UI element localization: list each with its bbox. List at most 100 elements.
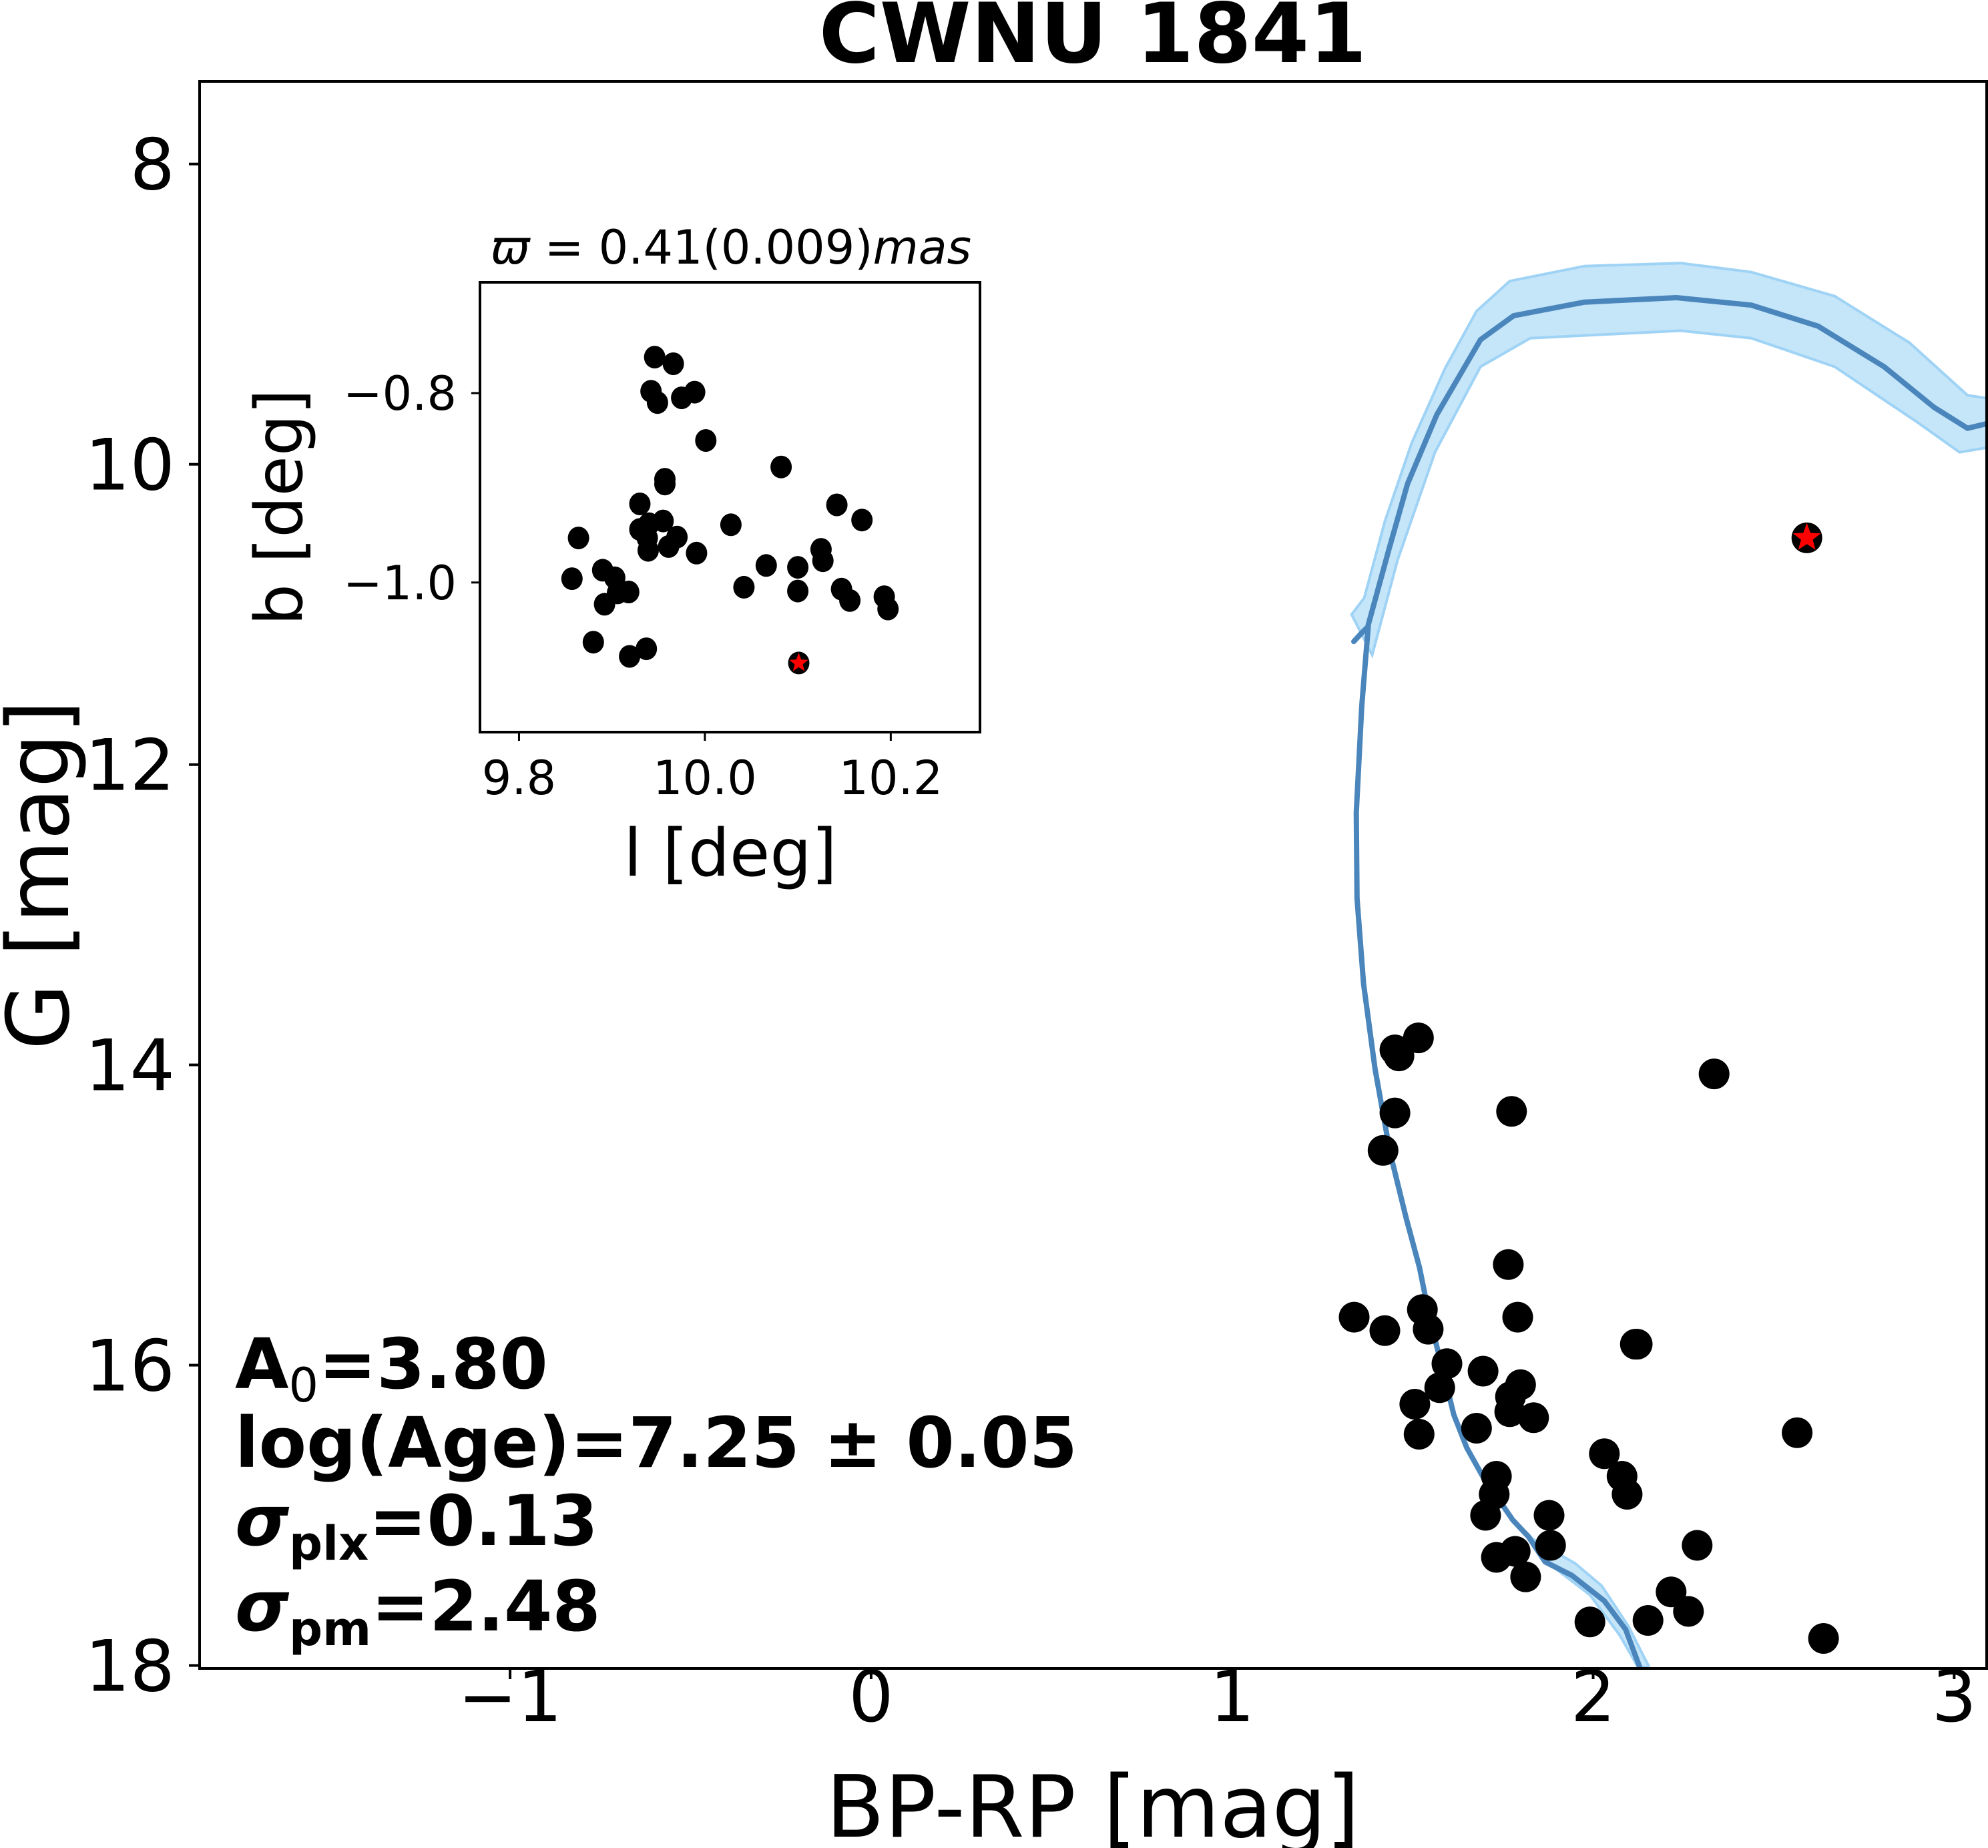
inset-point [567, 527, 589, 550]
inset-point [636, 637, 658, 661]
cmd-point [1399, 1389, 1431, 1420]
cmd-highlight-star [1791, 522, 1822, 553]
cmd-point [1367, 1135, 1399, 1166]
cmd-point [1518, 1402, 1549, 1434]
cmd-point [1403, 1419, 1435, 1450]
cmd-point [1782, 1417, 1813, 1448]
inset-point [638, 539, 659, 562]
x-tick-label: 0 [848, 1656, 893, 1738]
inset-point [812, 549, 834, 573]
parallax-symbol: ϖ [491, 220, 531, 275]
pm-subscript: pm [289, 1602, 371, 1656]
cmd-point [1574, 1606, 1605, 1638]
x-tick-label: 3 [1932, 1656, 1977, 1738]
sigma-symbol: σ [235, 1480, 290, 1562]
inset-point [662, 352, 684, 375]
cmd-point [1494, 1396, 1525, 1428]
inset-point [695, 429, 717, 452]
inset-member-points [561, 346, 899, 668]
inset-x-axis: 9.8 10.0 10.2 [482, 732, 943, 806]
x-tick-label: 1 [1210, 1656, 1254, 1738]
inset-point [629, 493, 651, 515]
upper-isochrone-band [1350, 262, 1987, 659]
inset-point [720, 513, 742, 537]
inset-point [617, 581, 640, 603]
x-tick-label: 2 [1571, 1656, 1616, 1738]
extinction-annotation: A0=3.80 [235, 1323, 548, 1413]
cmd-point [1622, 1329, 1653, 1360]
cmd-point [1510, 1561, 1541, 1592]
inset-point [826, 493, 848, 517]
pm-value: =2.48 [371, 1566, 601, 1647]
inset-point [787, 579, 809, 603]
x-axis-label: BP-RP [mag] [826, 1758, 1359, 1848]
cmd-point [1403, 1022, 1434, 1054]
inset-point [733, 575, 755, 599]
age-annotation: log(Age)=7.25 ± 0.05 [235, 1402, 1077, 1484]
cmd-point [1502, 1301, 1533, 1333]
inset-y-axis-label: b [deg] [242, 389, 318, 626]
cmd-point [1589, 1438, 1620, 1470]
inset-axes-frame [479, 281, 981, 733]
extinction-value: =3.80 [318, 1323, 548, 1405]
cmd-point [1698, 1058, 1730, 1090]
inset-point [619, 645, 641, 668]
cmd-point [1673, 1596, 1704, 1627]
inset-point [654, 473, 676, 496]
main-y-axis: 8 10 12 14 16 18 [85, 124, 200, 1708]
inset-star-marker [789, 653, 808, 671]
inset-point [593, 593, 615, 616]
inset-point [658, 535, 680, 558]
inset-point [839, 589, 861, 612]
inset-y-tick-label: −1.0 [343, 556, 457, 611]
y-tick-label: 12 [85, 725, 175, 807]
cmd-point [1383, 1040, 1415, 1072]
isochrone-upper-branch [1365, 295, 1987, 628]
cmd-point [1632, 1605, 1664, 1636]
pm-dispersion-annotation: σpm=2.48 [235, 1566, 601, 1656]
chart-title: CWNU 1841 [819, 0, 1367, 82]
cmd-star-marker [1792, 523, 1821, 550]
inset-highlight-star [788, 651, 810, 675]
inset-point [851, 509, 873, 532]
cmd-member-points [1338, 1022, 1839, 1654]
y-tick-label: 14 [85, 1025, 175, 1107]
fit-parameters: A0=3.80 log(Age)=7.25 ± 0.05 σplx=0.13 σ… [235, 1323, 1077, 1656]
y-tick-label: 10 [85, 424, 175, 507]
inset-point [755, 554, 777, 577]
inset-point [644, 346, 666, 369]
parallax-unit: mas [873, 220, 972, 275]
inset-x-tick-label: 9.8 [482, 751, 556, 806]
parallax-value: = 0.41(0.009) [530, 220, 873, 275]
cmd-point [1424, 1372, 1455, 1404]
inset-point [561, 567, 583, 591]
cmd-point [1413, 1313, 1444, 1345]
inset-y-tick-label: −0.8 [343, 366, 457, 421]
cmd-point [1533, 1500, 1565, 1531]
y-tick-label: 16 [85, 1325, 175, 1408]
cmd-point [1470, 1500, 1501, 1531]
cmd-point [1611, 1479, 1643, 1510]
inset-background [480, 282, 980, 732]
cmd-point [1379, 1097, 1411, 1129]
inset-point [787, 556, 809, 579]
sigma-symbol: σ [235, 1566, 290, 1647]
inset-title: ϖ = 0.41(0.009)mas [491, 220, 971, 275]
x-tick-label: −1 [458, 1656, 562, 1738]
inset-panel: ϖ = 0.41(0.009)mas 9.8 10.0 10.2 −0.8−1.0 … [242, 220, 981, 892]
y-axis-label: G [mag] [0, 700, 89, 1050]
cmd-point [1461, 1413, 1492, 1444]
inset-point [877, 597, 899, 621]
extinction-symbol: A [235, 1323, 289, 1405]
inset-y-axis: −0.8 −1.0 [343, 366, 480, 611]
cmd-point [1496, 1096, 1527, 1127]
cmd-point [1682, 1530, 1713, 1561]
cmd-point [1808, 1623, 1839, 1654]
inset-point [582, 631, 604, 654]
main-x-axis: −1 0 1 2 3 [458, 1656, 1977, 1738]
inset-point [652, 509, 674, 533]
inset-point [770, 455, 792, 479]
y-tick-label: 8 [130, 124, 175, 206]
y-tick-label: 18 [85, 1626, 175, 1708]
